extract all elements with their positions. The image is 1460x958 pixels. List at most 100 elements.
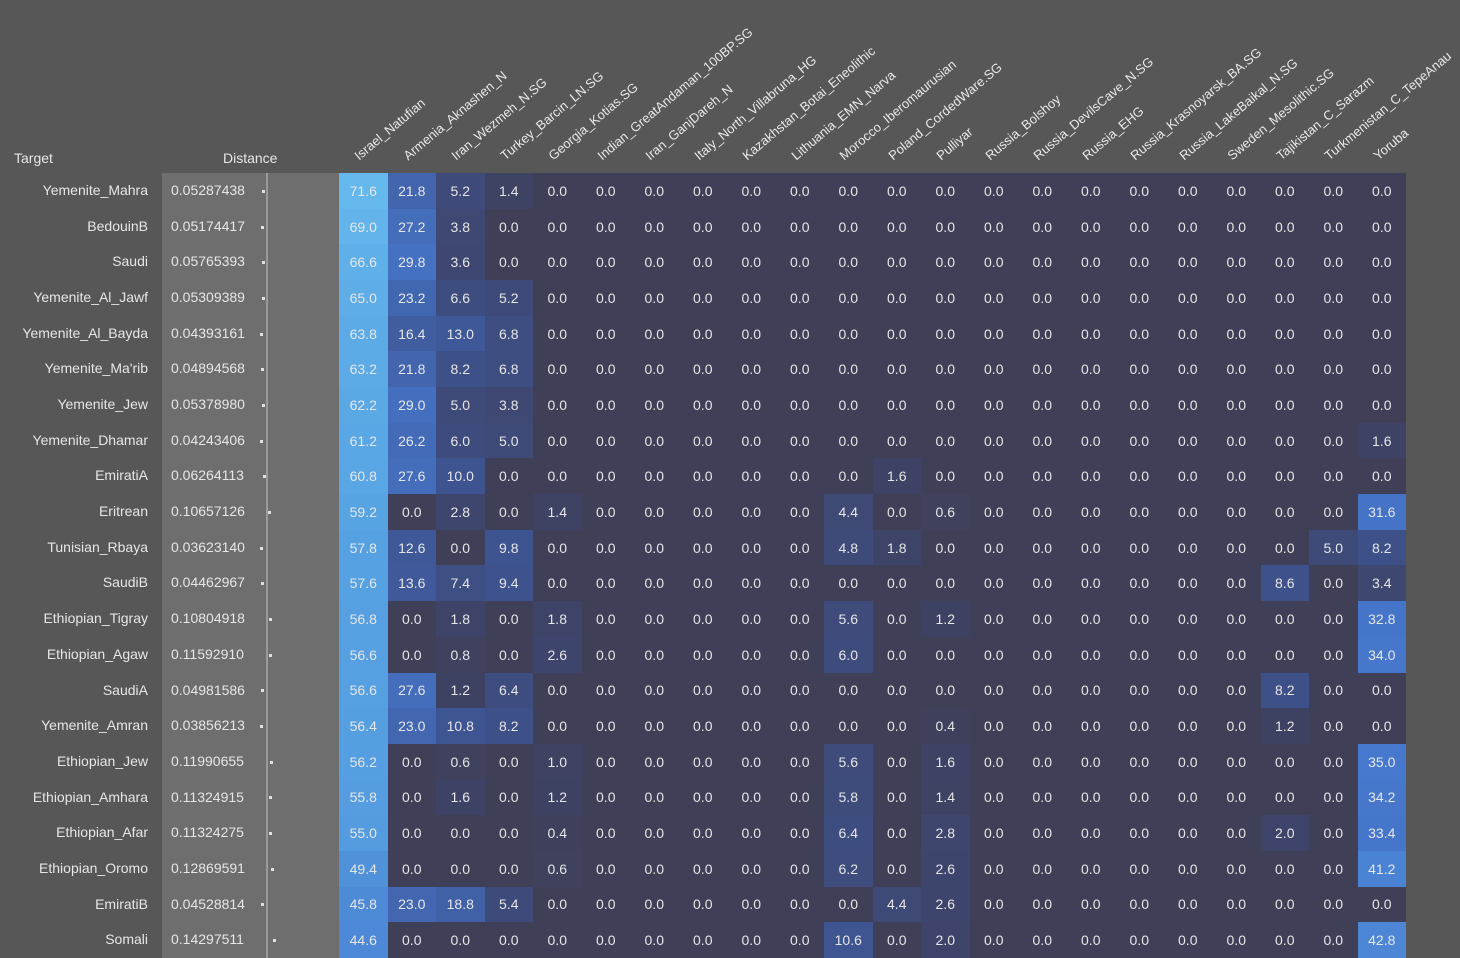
cell-value: 56.6 — [349, 646, 377, 663]
heat-cell: 0.0 — [1018, 672, 1067, 709]
heat-cell: 0.0 — [969, 422, 1018, 459]
heat-cell: 0.0 — [775, 494, 824, 530]
heat-cell: 0.0 — [678, 351, 727, 388]
heat-cell: 0.0 — [1212, 779, 1261, 816]
cell-value: 0.0 — [644, 503, 664, 520]
target-label: Yemenite_Mahra — [42, 182, 148, 198]
heat-cell: 0.0 — [581, 850, 630, 887]
heat-cell: 0.0 — [533, 458, 582, 495]
heat-cell: 0.0 — [1163, 672, 1212, 709]
cell-value: 0.8 — [450, 646, 470, 663]
heat-cell: 3.4 — [1357, 565, 1406, 602]
heat-cell: 0.0 — [1163, 815, 1212, 851]
heat-cell: 0.0 — [533, 422, 582, 459]
cell-value: 0.0 — [1275, 539, 1295, 556]
cell-value: 0.0 — [547, 396, 567, 413]
heat-cell: 0.0 — [1309, 208, 1358, 245]
heat-cell: 41.2 — [1357, 850, 1406, 887]
heat-cell: 71.6 — [339, 173, 388, 209]
distance-value: 0.05765393 — [171, 253, 245, 270]
cell-value: 0.0 — [1081, 753, 1101, 770]
target-label: Yemenite_Jew — [57, 396, 148, 413]
cell-value: 45.8 — [349, 896, 377, 913]
heat-cell: 6.0 — [824, 636, 873, 673]
heat-cell: 0.0 — [1309, 351, 1358, 388]
heat-cell: 0.0 — [824, 315, 873, 352]
heat-cell: 0.0 — [1066, 743, 1115, 780]
cell-value: 0.0 — [499, 610, 519, 627]
heat-cell: 16.4 — [387, 315, 436, 352]
cell-value: 0.0 — [596, 539, 616, 556]
heat-cell: 0.0 — [387, 922, 436, 958]
heat-cell: 0.0 — [1115, 351, 1164, 388]
heat-cell: 0.0 — [1212, 351, 1261, 388]
heat-cell: 0.0 — [630, 244, 679, 281]
cell-value: 0.0 — [1275, 789, 1295, 806]
cell-value: 0.0 — [887, 789, 907, 806]
cell-value: 0.0 — [402, 646, 422, 663]
heat-cell: 0.0 — [921, 280, 970, 316]
target-label: Saudi — [112, 253, 148, 270]
cell-value: 0.0 — [596, 289, 616, 306]
cell-value: 0.0 — [887, 254, 907, 271]
cell-value: 0.0 — [596, 575, 616, 592]
heat-cell: 0.0 — [1018, 280, 1067, 316]
cell-value: 63.2 — [349, 361, 377, 378]
heat-cell: 0.0 — [824, 351, 873, 388]
heat-cell: 0.0 — [581, 280, 630, 316]
heat-cell: 0.0 — [1018, 458, 1067, 495]
heat-cell: 0.0 — [1357, 173, 1406, 209]
cell-value: 5.0 — [450, 396, 470, 413]
heat-cell: 0.0 — [1115, 636, 1164, 673]
heat-cell: 1.6 — [1357, 422, 1406, 459]
cell-value: 0.0 — [547, 218, 567, 235]
heat-cell: 1.2 — [436, 672, 485, 709]
heat-cell: 5.8 — [824, 779, 873, 816]
heat-cell: 0.4 — [533, 815, 582, 851]
heat-cell: 0.0 — [436, 922, 485, 958]
heat-cell: 0.0 — [581, 601, 630, 637]
cell-value: 0.0 — [1129, 468, 1149, 485]
heat-cell: 0.0 — [533, 529, 582, 566]
heat-cell: 0.0 — [1115, 743, 1164, 780]
heat-cell: 0.0 — [630, 922, 679, 958]
cell-value: 0.0 — [741, 325, 761, 342]
heat-cell: 0.0 — [1163, 422, 1212, 459]
heat-cell: 0.0 — [1018, 351, 1067, 388]
heat-cell: 2.6 — [921, 886, 970, 923]
cell-value: 1.2 — [450, 682, 470, 699]
cell-value: 0.0 — [1323, 468, 1343, 485]
cell-value: 0.0 — [1275, 896, 1295, 913]
heat-cell: 0.0 — [921, 387, 970, 423]
cell-value: 23.0 — [398, 896, 426, 913]
distance-axis — [266, 173, 268, 958]
cell-value: 3.8 — [450, 218, 470, 235]
cell-value: 0.0 — [790, 539, 810, 556]
cell-value: 2.0 — [935, 932, 955, 949]
heat-cell: 0.0 — [1163, 636, 1212, 673]
cell-value: 0.0 — [1081, 896, 1101, 913]
heat-cell: 0.0 — [727, 850, 776, 887]
cell-value: 0.0 — [1081, 646, 1101, 663]
cell-value: 0.0 — [596, 361, 616, 378]
heat-cell: 0.0 — [872, 743, 921, 780]
cell-value: 0.0 — [741, 753, 761, 770]
heat-cell: 2.8 — [921, 815, 970, 851]
heat-cell: 1.6 — [436, 779, 485, 816]
heat-cell: 0.0 — [1018, 208, 1067, 245]
cell-value: 0.0 — [1129, 682, 1149, 699]
heat-cell: 0.0 — [727, 922, 776, 958]
target-label: Ethiopian_Afar — [56, 824, 148, 841]
cell-value: 0.0 — [1129, 289, 1149, 306]
cell-value: 0.0 — [887, 860, 907, 877]
heat-cell: 0.0 — [1066, 244, 1115, 281]
heat-cell: 1.8 — [436, 601, 485, 637]
cell-value: 5.8 — [838, 789, 858, 806]
heat-cell: 0.0 — [1115, 208, 1164, 245]
cell-value: 0.0 — [1081, 682, 1101, 699]
cell-value: 0.0 — [1129, 182, 1149, 199]
heat-cell: 0.0 — [630, 708, 679, 744]
heat-cell: 0.0 — [581, 565, 630, 602]
cell-value: 0.0 — [790, 682, 810, 699]
cell-value: 6.6 — [450, 289, 470, 306]
